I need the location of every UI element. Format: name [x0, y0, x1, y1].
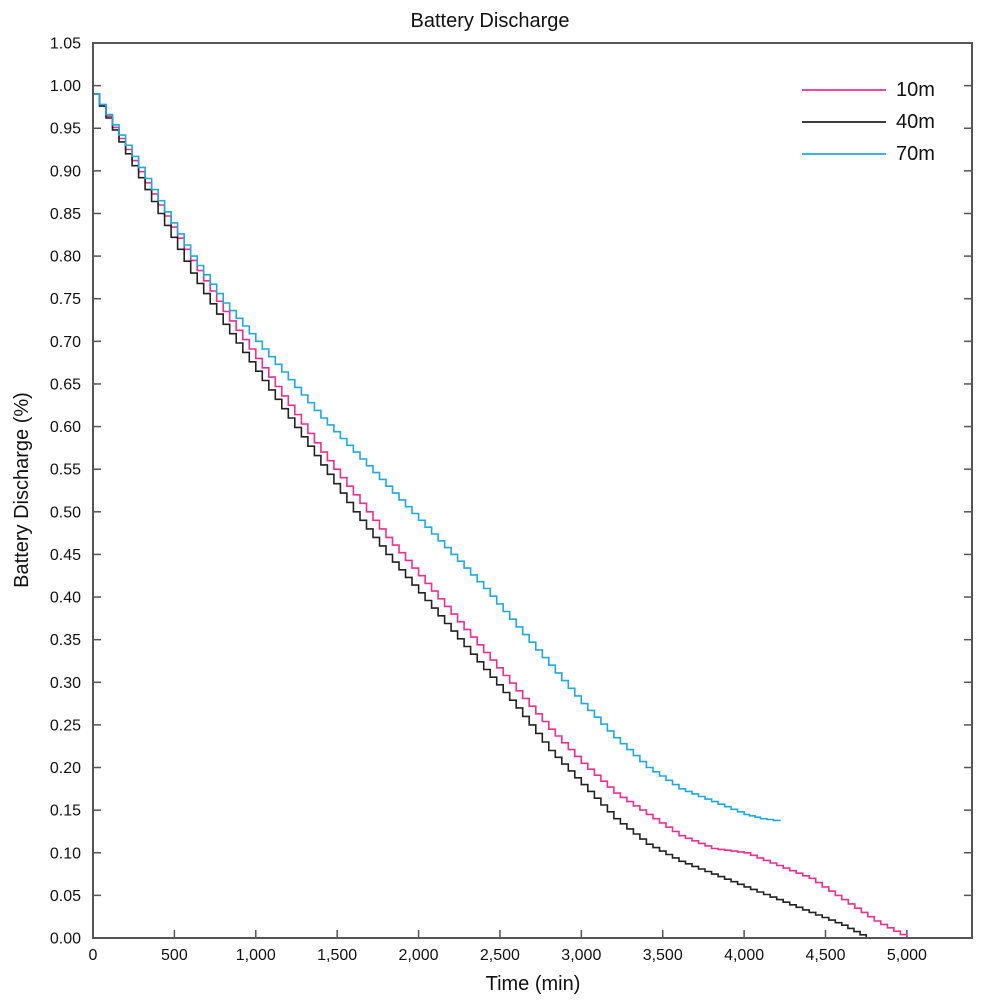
x-tick-label: 2,500 [480, 947, 520, 964]
y-tick-label: 0.90 [50, 163, 81, 180]
y-tick-label: 0.15 [50, 803, 81, 820]
x-tick-label: 2,000 [399, 947, 439, 964]
y-tick-label: 1.05 [50, 36, 81, 53]
legend-label: 10m [896, 79, 935, 101]
legend-label: 40m [896, 111, 935, 133]
legend: 10m 40m 70m [802, 79, 935, 165]
y-axis-label: Battery Discharge (%) [11, 392, 33, 588]
y-tick-label: 1.00 [50, 78, 81, 95]
y-tick-label: 0.05 [50, 888, 81, 905]
y-tick-label: 0.35 [50, 632, 81, 649]
x-tick-label: 1,000 [236, 947, 276, 964]
x-tick-label: 3,000 [561, 947, 601, 964]
x-tick-label: 5,000 [887, 947, 927, 964]
series-line-10m [93, 93, 908, 938]
series-line-70m [93, 93, 781, 822]
y-tick-label: 0.20 [50, 760, 81, 777]
y-tick-label: 0.00 [50, 931, 81, 948]
series-line-40m [93, 93, 867, 938]
y-tick-label: 0.25 [50, 717, 81, 734]
y-tick-label: 0.55 [50, 462, 81, 479]
x-tick-label: 500 [161, 947, 188, 964]
y-tick-label: 0.60 [50, 419, 81, 436]
y-tick-label: 0.95 [50, 121, 81, 138]
x-tick-label: 3,500 [643, 947, 683, 964]
y-tick-label: 0.30 [50, 675, 81, 692]
x-tick-label: 0 [89, 947, 98, 964]
x-axis-label: Time (min) [486, 973, 581, 995]
legend-label: 70m [896, 143, 935, 165]
y-tick-label: 0.65 [50, 376, 81, 393]
x-tick-label: 1,500 [317, 947, 357, 964]
y-tick-label: 0.10 [50, 845, 81, 862]
y-tick-label: 0.80 [50, 249, 81, 266]
series-layer [93, 93, 908, 938]
y-tick-label: 0.70 [50, 334, 81, 351]
x-tick-label: 4,000 [724, 947, 764, 964]
y-tick-label: 0.40 [50, 590, 81, 607]
x-tick-label: 4,500 [805, 947, 845, 964]
y-tick-label: 0.45 [50, 547, 81, 564]
y-tick-label: 0.75 [50, 291, 81, 308]
chart-title: Battery Discharge [411, 10, 570, 32]
y-tick-label: 0.50 [50, 504, 81, 521]
plot-frame [92, 42, 973, 939]
y-tick-label: 0.85 [50, 206, 81, 223]
ticks-layer: 0 500 1,000 1,500 2,000 2,500 3,000 3,500 4,000 4… [50, 36, 972, 964]
